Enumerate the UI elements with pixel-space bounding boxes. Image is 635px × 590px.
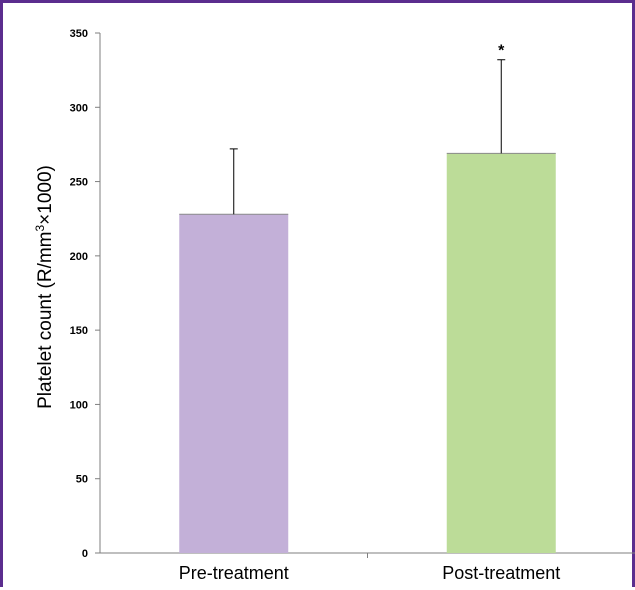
- y-tick-label: 350: [70, 28, 88, 40]
- x-categories: Pre-treatment Post-treatment: [179, 563, 561, 583]
- y-tick-label: 0: [82, 548, 88, 560]
- x-category-label: Pre-treatment: [179, 563, 289, 583]
- significance-marker: *: [498, 43, 505, 60]
- y-axis-label: Platelet count (R/mm3×1000): [33, 165, 56, 409]
- y-ticks: 0 50 100 150 200 250 300 350: [70, 28, 100, 560]
- y-tick-label: 300: [70, 102, 88, 114]
- y-tick-label: 250: [70, 177, 88, 189]
- bar: [179, 214, 289, 553]
- y-tick-label: 150: [70, 325, 88, 337]
- y-tick-label: 100: [70, 399, 88, 411]
- y-tick-label: 50: [76, 474, 88, 486]
- bar: [446, 153, 556, 554]
- bars: *: [179, 43, 556, 554]
- x-category-label: Post-treatment: [442, 563, 560, 583]
- bar-chart: * 0 50 100 150 200 250 300 350 Pre-treatment Pos…: [33, 28, 635, 583]
- y-tick-label: 200: [70, 251, 88, 263]
